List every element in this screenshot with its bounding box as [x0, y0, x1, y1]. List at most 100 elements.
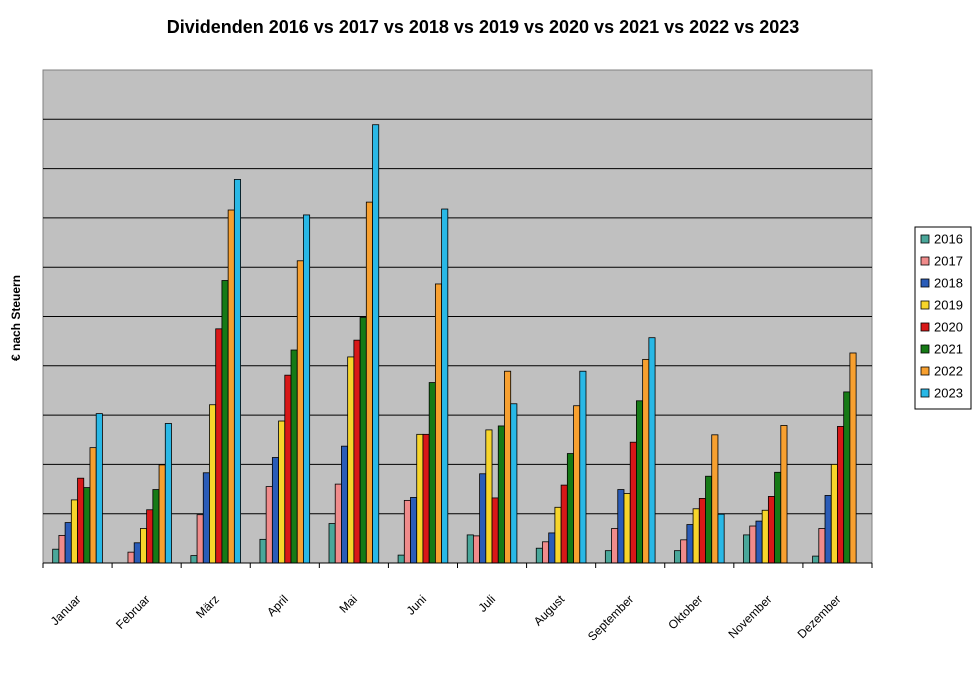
x-tick-label: April	[264, 592, 291, 619]
bar-2016-Mai	[328, 523, 336, 564]
bar-2022-Oktober	[711, 434, 719, 564]
bar-2018-April	[271, 457, 279, 564]
bar-2016-Juni	[397, 554, 405, 564]
bar-2019-Juli	[485, 429, 493, 564]
y-axis-label: € nach Steuern	[9, 275, 23, 361]
bar-2019-November	[761, 509, 769, 564]
x-tick-label: Oktober	[665, 592, 705, 632]
legend-swatch	[920, 278, 930, 288]
bar-2017-Dezember	[818, 528, 826, 564]
bar-2021-Februar	[152, 489, 160, 564]
bar-2019-Oktober	[692, 508, 700, 564]
bar-2021-November	[774, 471, 782, 564]
bar-2023-Februar	[164, 423, 172, 564]
legend-swatch	[920, 256, 930, 266]
legend-label: 2023	[934, 386, 963, 401]
bar-2023-August	[579, 370, 587, 564]
bar-2020-November	[767, 496, 775, 564]
bar-2017-Juni	[403, 499, 411, 564]
bar-2017-März	[196, 514, 204, 564]
bar-2017-Juli	[472, 535, 481, 564]
bar-2020-Oktober	[698, 498, 706, 564]
bar-2021-April	[290, 349, 298, 564]
gridlines	[43, 118, 872, 515]
bar-2020-Februar	[146, 509, 154, 564]
bar-2017-Mai	[334, 483, 342, 564]
legend-label: 2018	[934, 276, 963, 291]
bar-2021-März	[221, 280, 229, 564]
x-tick-label: September	[585, 592, 636, 643]
legend-swatch	[920, 322, 930, 332]
bar-2018-Juni	[410, 497, 418, 564]
bar-2022-September	[642, 358, 650, 564]
bar-2022-Februar	[158, 464, 166, 564]
bar-2019-Januar	[70, 499, 78, 564]
x-tick-label: August	[531, 592, 568, 629]
bar-2021-Oktober	[705, 475, 713, 564]
bar-2016-Oktober	[674, 550, 682, 564]
bar-2021-Juli	[497, 425, 505, 564]
bar-2023-September	[648, 337, 656, 564]
bar-2022-Januar	[89, 447, 97, 564]
bar-2017-Februar	[127, 551, 135, 564]
bar-2020-März	[215, 328, 223, 564]
bar-2018-Januar	[64, 522, 72, 564]
legend-swatch	[920, 344, 930, 354]
bar-2016-Juli	[466, 534, 474, 564]
legend-swatch	[920, 234, 930, 244]
bar-2019-Juni	[416, 433, 424, 564]
bar-2018-Juli	[479, 473, 487, 564]
legend-label: 2019	[934, 298, 963, 313]
bar-2017-Januar	[58, 534, 66, 564]
bar-2021-Dezember	[843, 391, 851, 564]
bar-2019-März	[209, 404, 217, 564]
bar-2020-August	[560, 484, 568, 564]
bar-2016-April	[259, 538, 267, 564]
bar-2018-Mai	[341, 445, 349, 564]
bar-2020-Juni	[422, 433, 430, 564]
bar-2022-Juni	[434, 283, 443, 564]
legend-label: 2021	[934, 342, 963, 357]
bar-2018-Dezember	[824, 495, 832, 564]
bar-2016-August	[535, 547, 543, 564]
bar-2017-Oktober	[680, 539, 688, 564]
bar-2021-September	[636, 400, 644, 564]
x-tick-label: Mai	[336, 592, 360, 616]
bar-2018-März	[202, 472, 210, 564]
x-tick-label: November	[725, 592, 774, 641]
legend: 2016 2017 2018 2019 2020 2021 2022 2023	[914, 226, 972, 410]
bar-2023-April	[303, 214, 311, 564]
bar-2021-Januar	[83, 487, 91, 564]
bar-2016-Januar	[52, 548, 60, 564]
bar-2019-September	[623, 493, 631, 564]
bar-2020-Januar	[77, 477, 85, 564]
bar-2022-Dezember	[849, 352, 857, 564]
x-axis	[42, 562, 873, 568]
legend-swatch	[920, 366, 930, 376]
bar-2017-April	[265, 486, 273, 564]
x-tick-label: Juli	[475, 592, 498, 615]
x-tick-label: Februar	[113, 592, 153, 632]
legend-label: 2017	[934, 254, 963, 269]
bar-2022-August	[573, 405, 581, 564]
bar-2022-April	[296, 260, 304, 564]
bars	[52, 124, 857, 564]
bar-2017-August	[542, 541, 550, 564]
legend-label: 2022	[934, 364, 963, 379]
bar-2021-Mai	[359, 317, 367, 564]
bar-2022-März	[227, 209, 235, 564]
x-tick-label: Juni	[404, 592, 429, 617]
x-tick-label: Dezember	[795, 592, 844, 641]
bar-2023-Juni	[441, 208, 449, 564]
bar-2020-Mai	[353, 339, 361, 564]
bar-2023-Mai	[372, 124, 380, 564]
bar-2019-Mai	[347, 356, 355, 564]
bar-2022-Mai	[365, 201, 373, 564]
legend-swatch	[920, 300, 930, 310]
x-tick-label: März	[193, 592, 222, 621]
bar-2020-April	[284, 374, 292, 564]
bar-2020-Dezember	[837, 426, 845, 564]
bar-2022-Juli	[504, 370, 512, 564]
legend-label: 2020	[934, 320, 963, 335]
